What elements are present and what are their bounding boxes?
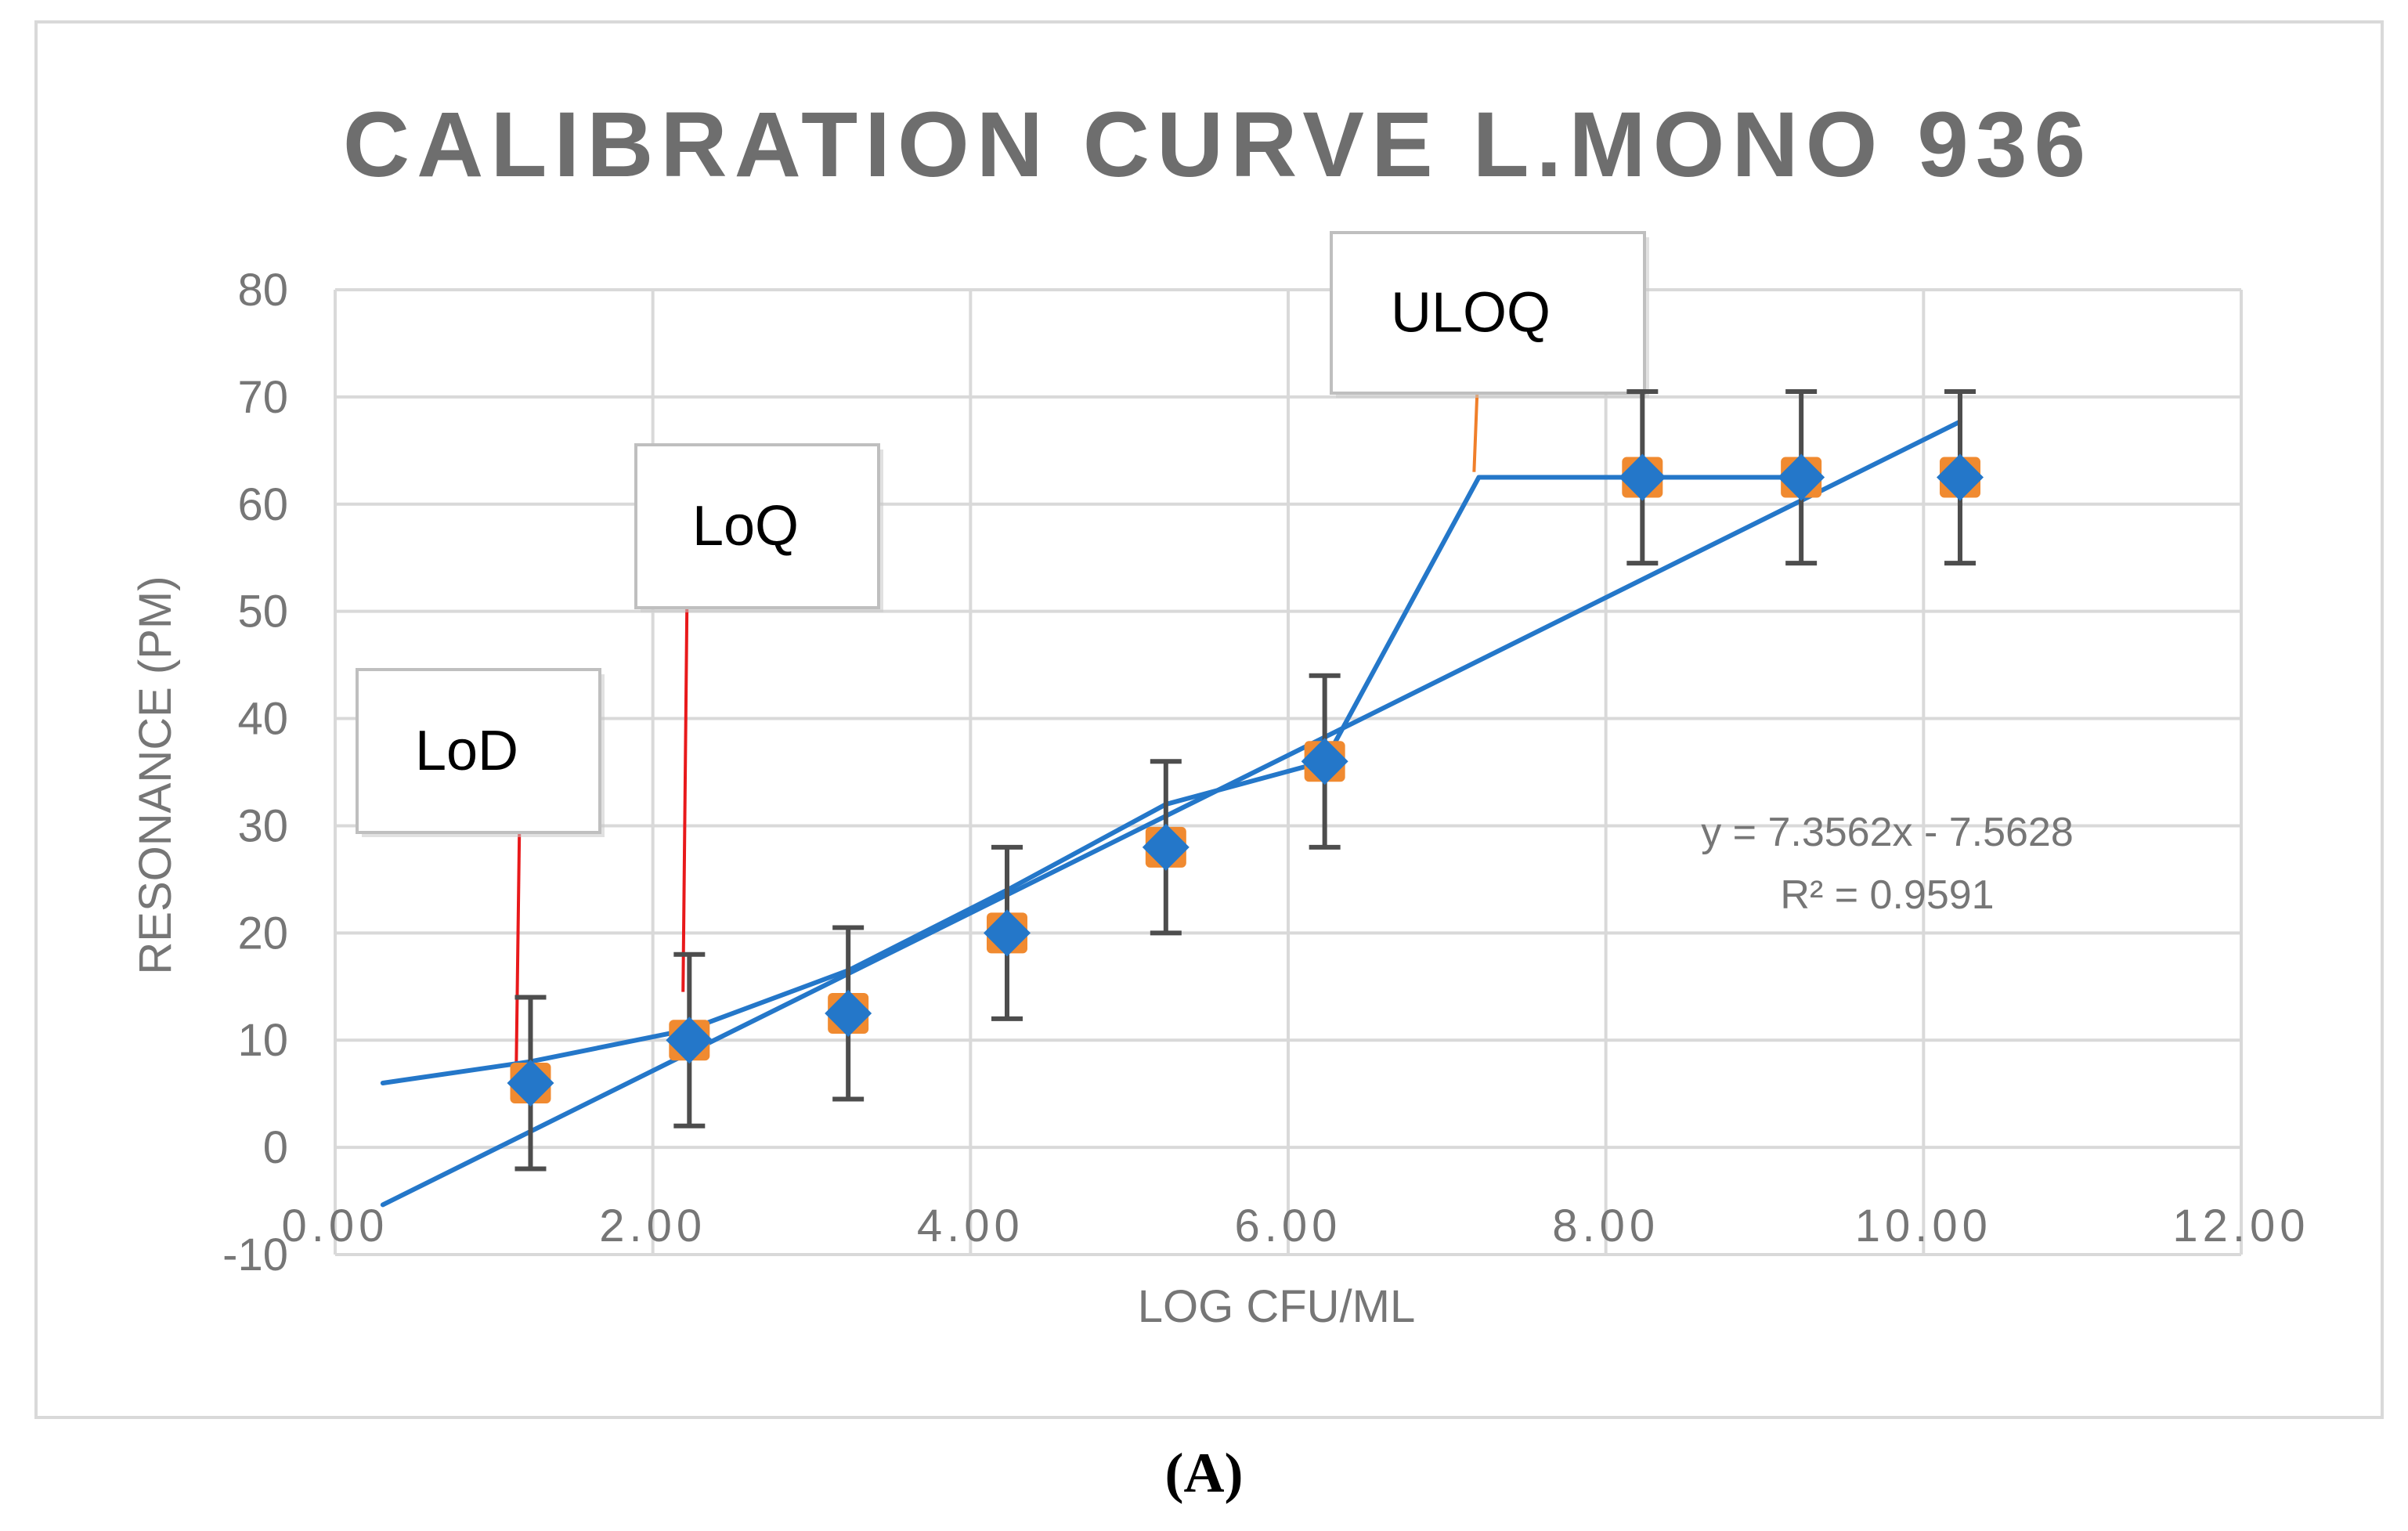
y-tick-label: 60: [237, 479, 288, 530]
data-point: [1142, 823, 1190, 871]
y-tick-label: -10: [222, 1229, 288, 1280]
y-tick-label: 10: [237, 1015, 288, 1066]
y-tick-label: 50: [237, 587, 288, 637]
uloq-leader-line: [1472, 391, 1479, 472]
y-axis-label: RESONANCE (PM): [130, 576, 181, 974]
data-point: [507, 1059, 554, 1107]
x-tick-label: 10.00: [1855, 1201, 1992, 1251]
x-tick-label: 0.00: [282, 1201, 389, 1251]
uloq-callout-box: [1330, 231, 1646, 395]
lod-leader-line: [514, 831, 522, 1067]
x-tick-label: 2.00: [599, 1201, 706, 1251]
series-layer: [380, 389, 1984, 1208]
y-tick-label: 30: [237, 800, 288, 851]
x-tick-label: 4.00: [917, 1201, 1024, 1251]
lod-callout-box: [356, 668, 601, 834]
grid-layer: [334, 288, 2243, 1256]
tick-layer: -10 0 10 20 30 40 50 60 70 80 0.00 2.00 4.00 6.00 8.00…: [222, 265, 2309, 1280]
loq-leader-line: [681, 605, 689, 992]
trendline-r-squared: R² = 0.9591: [1780, 872, 1994, 918]
annotation-layer: LoD LoQ ULOQ: [356, 231, 1649, 1067]
data-point: [825, 990, 872, 1037]
data-point: [1778, 453, 1825, 501]
panel-label: (A): [1164, 1442, 1244, 1504]
y-tick-label: 0: [263, 1122, 288, 1173]
data-point: [1619, 453, 1666, 501]
lod-callout-label: LoD: [415, 720, 518, 782]
data-point: [983, 909, 1031, 957]
y-tick-label: 80: [237, 265, 288, 316]
series-line: [380, 475, 1804, 1085]
x-tick-label: 8.00: [1552, 1201, 1659, 1251]
equation-layer: y = 7.3562x - 7.5628 R² = 0.9591: [1701, 810, 2074, 918]
x-tick-label: 6.00: [1235, 1201, 1342, 1251]
data-point: [1301, 738, 1348, 785]
uloq-callout-label: ULOQ: [1391, 282, 1551, 345]
loq-callout-box: [634, 443, 880, 609]
trendline-equation: y = 7.3562x - 7.5628: [1701, 810, 2074, 855]
y-tick-label: 70: [237, 372, 288, 423]
axis-label-layer: LOG CFU/ML RESONANCE (PM): [130, 576, 1415, 1332]
y-tick-label: 20: [237, 908, 288, 959]
data-point: [1936, 453, 1984, 501]
x-tick-label: 12.00: [2172, 1201, 2309, 1251]
x-axis-label: LOG CFU/ML: [1138, 1281, 1416, 1332]
y-tick-label: 40: [237, 694, 288, 745]
trendline: [380, 419, 1962, 1208]
chart-title: CALIBRATION CURVE L.MONO 936: [343, 93, 2092, 197]
data-point: [666, 1016, 713, 1064]
loq-callout-label: LoQ: [692, 495, 799, 558]
